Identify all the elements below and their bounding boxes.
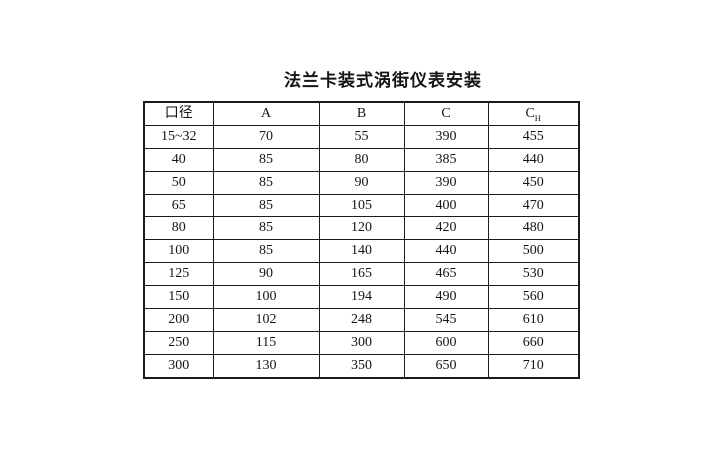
table-row: 300 130 350 650 710 (143, 353, 580, 379)
table-cell: 710 (487, 353, 580, 379)
page-title: 法兰卡装式涡街仪表安装 (284, 71, 482, 90)
table-row: 80 85 120 420 480 (143, 216, 580, 241)
table-row: 15~32 70 55 390 455 (143, 124, 580, 149)
table-row: 100 85 140 440 500 (143, 239, 580, 264)
table-cell: 660 (487, 330, 580, 355)
table-cell: 610 (487, 308, 580, 332)
table-cell: 440 (487, 147, 580, 172)
table-cell: 165 (318, 262, 405, 287)
table-cell: 140 (318, 239, 405, 264)
table-cell: 194 (318, 285, 405, 310)
table-cell: 125 (143, 262, 214, 287)
table-header-row: 口径 A B C CH (143, 101, 580, 126)
table-cell: 390 (403, 124, 489, 149)
table-cell: 530 (487, 262, 580, 287)
table-row: 200 102 248 545 610 (143, 308, 580, 332)
table-cell: 500 (487, 239, 580, 264)
table-header-cell: CH (487, 101, 580, 126)
table-cell: 50 (143, 170, 214, 195)
table-cell: 400 (403, 193, 489, 218)
table-cell: 15~32 (143, 124, 214, 149)
table-cell: 470 (487, 193, 580, 218)
table-cell: 70 (212, 124, 320, 149)
table-cell: 440 (403, 239, 489, 264)
table-cell: 100 (143, 239, 214, 264)
table-cell: 250 (143, 330, 214, 355)
table-cell: 80 (143, 216, 214, 241)
table-cell: 490 (403, 285, 489, 310)
table-row: 50 85 90 390 450 (143, 170, 580, 195)
table-cell: 130 (212, 353, 320, 379)
table-header-cell: 口径 (143, 101, 214, 126)
table-cell: 90 (212, 262, 320, 287)
table-cell: 600 (403, 330, 489, 355)
table-row: 250 115 300 600 660 (143, 330, 580, 355)
table-cell: 55 (318, 124, 405, 149)
table-row: 150 100 194 490 560 (143, 285, 580, 310)
table-cell: 545 (403, 308, 489, 332)
table-cell: 455 (487, 124, 580, 149)
table-cell: 85 (212, 239, 320, 264)
table-cell: 102 (212, 308, 320, 332)
table-cell: 65 (143, 193, 214, 218)
table-cell: 200 (143, 308, 214, 332)
table-cell: 480 (487, 216, 580, 241)
table-cell: 40 (143, 147, 214, 172)
table-cell: 85 (212, 193, 320, 218)
table-header-cell: C (403, 101, 489, 126)
table-cell: 85 (212, 216, 320, 241)
table-header-cell: B (318, 101, 405, 126)
table-cell: 385 (403, 147, 489, 172)
table-row: 65 85 105 400 470 (143, 193, 580, 218)
table-cell: 560 (487, 285, 580, 310)
table-cell: 420 (403, 216, 489, 241)
spec-table: 口径 A B C CH 15~32 70 55 390 455 40 85 80 385 440 50 85 9… (143, 101, 580, 379)
table-cell: 105 (318, 193, 405, 218)
table-cell: 90 (318, 170, 405, 195)
table-cell: 300 (318, 330, 405, 355)
table-header-cell: A (212, 101, 320, 126)
table-cell: 300 (143, 353, 214, 379)
table-cell: 390 (403, 170, 489, 195)
table-cell: 115 (212, 330, 320, 355)
table-cell: 465 (403, 262, 489, 287)
table-cell: 248 (318, 308, 405, 332)
table-body: 15~32 70 55 390 455 40 85 80 385 440 50 85 90 390 450 6… (143, 124, 580, 379)
table-cell: 350 (318, 353, 405, 379)
table-cell: 650 (403, 353, 489, 379)
table-cell: 450 (487, 170, 580, 195)
table-row: 125 90 165 465 530 (143, 262, 580, 287)
table-row: 40 85 80 385 440 (143, 147, 580, 172)
table-cell: 120 (318, 216, 405, 241)
table-cell: 85 (212, 170, 320, 195)
table-cell: 100 (212, 285, 320, 310)
table-cell: 150 (143, 285, 214, 310)
table-cell: 80 (318, 147, 405, 172)
table-cell: 85 (212, 147, 320, 172)
